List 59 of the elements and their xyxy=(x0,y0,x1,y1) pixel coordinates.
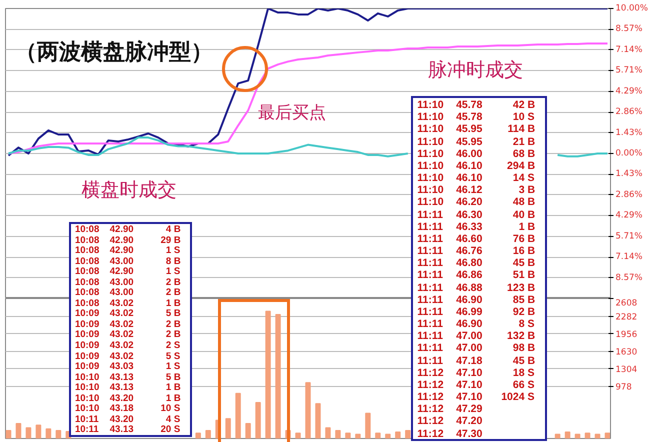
y-tick-label: 4.29% xyxy=(616,86,643,96)
bar xyxy=(594,434,600,438)
bar xyxy=(56,430,62,438)
bar xyxy=(46,428,52,438)
bar xyxy=(355,434,361,438)
bar xyxy=(315,403,321,438)
y-tick-label: 2.86% xyxy=(616,107,643,118)
y-tick-label: 1630 xyxy=(616,348,638,358)
annotation: 横盘时成交 xyxy=(82,178,177,203)
annotation: （两波横盘脉冲型） xyxy=(14,38,213,67)
y-tick-label: 4.29% xyxy=(616,210,643,221)
y-tick-label: 8.57% xyxy=(616,272,643,283)
y-tick-label: 1956 xyxy=(616,330,638,340)
annotation: 脉冲时成交 xyxy=(428,58,523,83)
bar xyxy=(16,422,22,438)
bar xyxy=(564,432,570,438)
y-tick-label: 7.14% xyxy=(616,44,643,55)
bar xyxy=(6,430,12,438)
bar xyxy=(325,427,331,438)
bar xyxy=(26,427,32,438)
bar xyxy=(365,412,371,438)
y-tick-label: 0.00% xyxy=(616,148,643,158)
bar xyxy=(195,432,201,438)
bar xyxy=(574,434,580,438)
bar xyxy=(385,434,391,438)
bar xyxy=(345,432,351,438)
y-tick-label: 2.86% xyxy=(616,190,643,200)
y-tick-label: 5.71% xyxy=(616,66,643,76)
line-series xyxy=(7,8,609,157)
bar xyxy=(584,432,590,438)
bar xyxy=(604,432,610,438)
bar xyxy=(554,434,560,438)
bar xyxy=(395,432,401,438)
y-tick-label: 5.71% xyxy=(616,231,643,242)
bar xyxy=(305,382,311,438)
bar xyxy=(205,430,211,438)
bar xyxy=(245,422,251,438)
annotation: 最后买点 xyxy=(258,102,326,124)
bar xyxy=(235,392,241,438)
trade-table: 11:10 45.78 42 B 11:10 45.78 10 S 11:10 45.95 114 B 11:10 45.95 21 B 11:10 46.00 68 B 11:10 46.10 294 B 11:10 46.10 14 S 11:10 46.12 3 B 11:10 46.20 48 B 11:11 46.30 40 B 11:11 46.33 1 B 11:11 46.60 76 B 11:11 46.76 16 B 11:11 46.80 45 B 11:11 46.86 51 B 11:11 46.88 123 B 11:11 46.90 85 B 11:11 46.99 92 B 11:11 46.90 8 S 11:11 47.00 132 B 11:11 47.00 98 B 11:11 47.18 45 B 11:12 47.10 18 S 11:12 47.10 66 S 11:12 47.10 1024 S 11:12 47.29 11:12 47.20 11:12 47.30 xyxy=(411,96,548,441)
y-tick-label: 2282 xyxy=(616,312,638,322)
y-tick-label: 8.57% xyxy=(616,24,643,34)
bar xyxy=(265,310,271,438)
y-tick-label: 978 xyxy=(616,382,632,392)
y-tick-label: 10.00% xyxy=(616,4,648,14)
bar xyxy=(295,432,301,438)
bar xyxy=(405,430,411,438)
bar xyxy=(375,432,381,438)
y-tick-label: 2608 xyxy=(616,298,638,308)
y-tick-label: 1.43% xyxy=(616,169,643,180)
y-tick-label: 1304 xyxy=(616,365,638,375)
bar xyxy=(255,402,261,438)
bar xyxy=(275,314,281,438)
bar xyxy=(36,424,42,438)
trade-table: 10:08 42.90 4 B 10:08 42.90 29 B 10:08 42.90 1 S 10:08 43.00 8 B 10:08 42.90 1 S 10:08 43.00 2 B 10:08 43.00 2 B 10:08 43.02 1 B 10:09 43.02 5 B 10:09 43.02 2 B 10:09 43.02 2 B 10:09 43.02 2 S 10:09 43.02 5 S 10:09 43.03 1 S 10:10 43.13 5 B 10:10 43.13 1 B 10:10 43.20 1 B 10:10 43.18 10 S 10:11 43.20 4 S 10:11 43.13 20 S xyxy=(68,222,192,437)
bar xyxy=(335,430,341,438)
bar xyxy=(225,418,231,438)
y-tick-label: 7.14% xyxy=(616,252,643,262)
y-tick-label: 1.43% xyxy=(616,128,643,138)
